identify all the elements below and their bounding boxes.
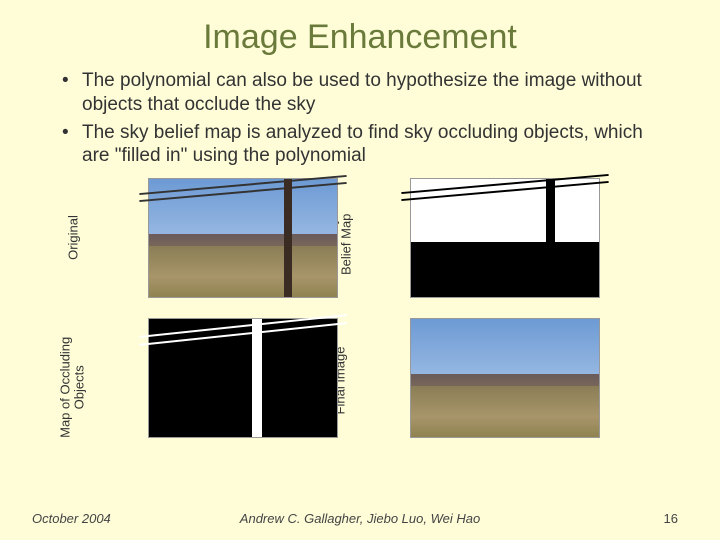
figure-grid: Original Final Sky Belief Map Map of Occ… xyxy=(80,178,640,458)
bullet-item: The polynomial can also be used to hypot… xyxy=(66,69,670,117)
slide-title: Image Enhancement xyxy=(0,0,720,69)
footer-page-number: 16 xyxy=(664,511,678,526)
label-original: Original xyxy=(66,178,81,298)
label-map-occluding: Map of Occluding Objects xyxy=(59,317,88,457)
bullet-item: The sky belief map is analyzed to find s… xyxy=(66,121,670,169)
panel-original xyxy=(148,178,338,298)
slide-footer: October 2004 Andrew C. Gallagher, Jiebo … xyxy=(0,511,720,526)
label-line: Belief Map xyxy=(339,214,354,275)
footer-date: October 2004 xyxy=(32,511,111,526)
label-line: Map of Occluding xyxy=(58,337,73,438)
bullet-list: The polynomial can also be used to hypot… xyxy=(0,69,720,168)
label-line: Objects xyxy=(72,365,87,409)
panel-occluding-map xyxy=(148,318,338,438)
panel-final-image xyxy=(410,318,600,438)
panel-belief-map xyxy=(410,178,600,298)
